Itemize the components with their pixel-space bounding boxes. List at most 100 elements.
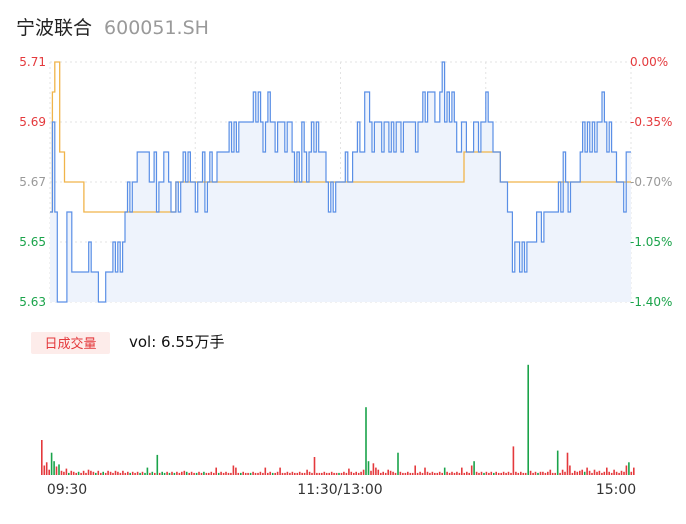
volume-bar bbox=[581, 469, 583, 475]
volume-bar bbox=[303, 472, 306, 475]
volume-bar bbox=[534, 471, 537, 475]
volume-bar bbox=[576, 471, 579, 475]
percent-axis-labels: 0.00% -0.35% -0.70% -1.05% -1.40% bbox=[630, 55, 672, 309]
volume-bar bbox=[242, 471, 244, 475]
volume-bar bbox=[473, 461, 475, 475]
volume-bar bbox=[45, 462, 48, 475]
volume-bar bbox=[633, 467, 635, 475]
volume-bar bbox=[549, 469, 552, 475]
volume-bar bbox=[608, 471, 610, 475]
volume-bar bbox=[129, 472, 131, 475]
volume-bar bbox=[502, 471, 505, 475]
volume-bar bbox=[161, 471, 163, 475]
volume-bar bbox=[325, 472, 328, 475]
volume-bar bbox=[232, 465, 235, 475]
volume-bar bbox=[301, 472, 303, 475]
volume-bar bbox=[257, 472, 259, 475]
volume-bar bbox=[65, 468, 68, 475]
volume-bar bbox=[355, 471, 357, 475]
volume-bar bbox=[380, 472, 382, 475]
volume-bar bbox=[53, 461, 55, 475]
volume-bar bbox=[500, 472, 502, 475]
volume-bar bbox=[308, 471, 311, 475]
volume-bar bbox=[313, 457, 316, 475]
volume-bar bbox=[195, 472, 198, 475]
volume-bar bbox=[75, 472, 77, 475]
volume-bar bbox=[404, 472, 407, 475]
volume-bar bbox=[512, 446, 515, 475]
volume-bar bbox=[411, 472, 414, 475]
volume-bar bbox=[588, 470, 591, 475]
volume-bar bbox=[43, 465, 46, 475]
volume-bar bbox=[348, 468, 350, 475]
volume-bar bbox=[279, 467, 281, 475]
volume-bar bbox=[463, 472, 466, 475]
volume-bar bbox=[544, 472, 547, 475]
volume-bar bbox=[158, 472, 161, 475]
volume-bar bbox=[520, 471, 522, 475]
volume-bar bbox=[271, 472, 274, 475]
volume-bar bbox=[350, 471, 353, 475]
volume-bar bbox=[173, 472, 176, 475]
volume-bar bbox=[77, 471, 80, 475]
volume-bar bbox=[394, 472, 397, 475]
volume-bar bbox=[181, 471, 183, 475]
volume-bar bbox=[542, 471, 544, 475]
volume-bar bbox=[264, 467, 267, 475]
volume-bar bbox=[311, 472, 313, 475]
volume-bar bbox=[586, 467, 588, 475]
volume-bar bbox=[335, 472, 338, 475]
volume-bar bbox=[296, 472, 299, 475]
volume-bar bbox=[102, 471, 104, 475]
volume-bar bbox=[615, 471, 618, 475]
volume-bar bbox=[80, 472, 82, 475]
volume-bar bbox=[151, 471, 154, 475]
volume-bar bbox=[193, 472, 195, 475]
volume-bar bbox=[306, 469, 308, 475]
volume-summary: vol: 6.55万手 bbox=[129, 333, 224, 351]
volume-bar bbox=[630, 471, 633, 475]
volume-bar bbox=[55, 466, 58, 475]
volume-bar bbox=[510, 472, 512, 475]
volume-bar bbox=[571, 472, 574, 475]
volume-bar bbox=[134, 472, 136, 475]
volume-bar bbox=[532, 472, 534, 475]
volume-bar bbox=[387, 469, 389, 475]
volume-bar bbox=[493, 472, 495, 475]
volume-bar bbox=[583, 471, 586, 475]
volume-bar bbox=[217, 472, 220, 475]
volume-bar bbox=[321, 472, 323, 475]
volume-bar bbox=[60, 470, 63, 475]
volume-bar bbox=[87, 469, 90, 475]
volume-bar bbox=[537, 472, 539, 475]
price-axis-labels: 5.71 5.69 5.67 5.65 5.63 bbox=[19, 55, 46, 309]
volume-bar bbox=[289, 472, 291, 475]
volume-bar bbox=[70, 470, 73, 475]
volume-bar bbox=[606, 467, 608, 475]
volume-badge-background bbox=[31, 332, 110, 354]
volume-bar bbox=[458, 472, 461, 475]
volume-bar bbox=[146, 467, 149, 475]
volume-bar bbox=[475, 471, 478, 475]
volume-bar bbox=[409, 472, 412, 475]
volume-bar bbox=[431, 471, 434, 475]
volume-bar bbox=[240, 472, 242, 475]
percent-axis-label: -1.40% bbox=[630, 295, 672, 309]
time-axis-labels: 09:30 11:30/13:00 15:00 bbox=[47, 482, 636, 498]
volume-bar bbox=[210, 471, 213, 475]
volume-bar bbox=[618, 472, 620, 475]
percent-axis-label: -0.70% bbox=[630, 175, 672, 189]
time-axis-label: 11:30/13:00 bbox=[297, 482, 382, 498]
volume-bar bbox=[222, 472, 225, 475]
volume-bar bbox=[163, 472, 166, 475]
volume-bar bbox=[392, 471, 394, 475]
volume-bar bbox=[466, 471, 468, 475]
volume-bar bbox=[382, 471, 384, 475]
volume-bar bbox=[141, 471, 144, 475]
volume-bar bbox=[48, 469, 50, 475]
volume-bar bbox=[114, 470, 117, 475]
volume-bar bbox=[328, 472, 330, 475]
volume-bar bbox=[188, 472, 190, 475]
volume-bar bbox=[483, 472, 485, 475]
price-axis-label: 5.65 bbox=[19, 235, 46, 249]
